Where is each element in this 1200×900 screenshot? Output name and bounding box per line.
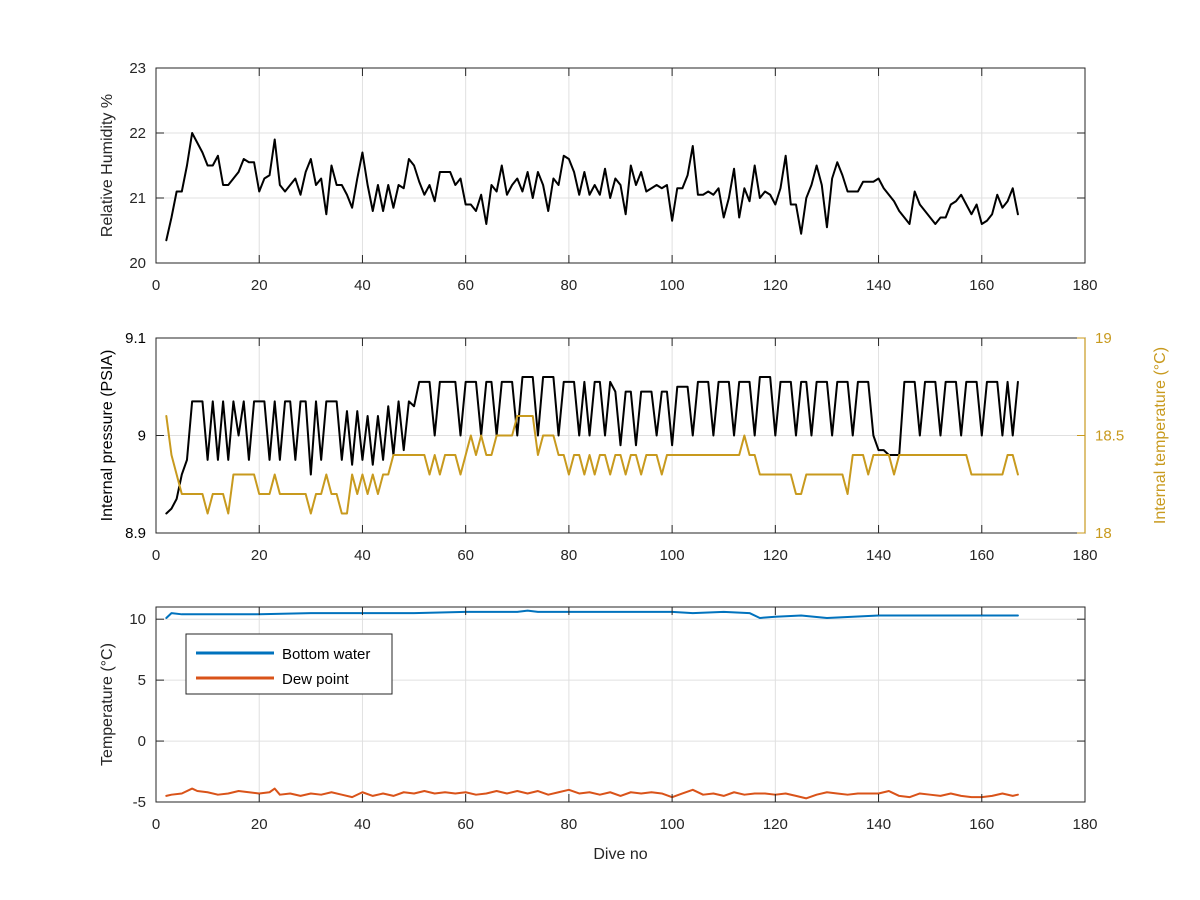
- x-tick-label: 80: [561, 277, 578, 294]
- x-tick-label: 0: [152, 277, 160, 294]
- x-tick-label: 140: [866, 816, 891, 833]
- x-tick-label: 140: [866, 547, 891, 564]
- y-tick-label: 20: [129, 255, 146, 272]
- x-tick-label: 100: [660, 277, 685, 294]
- legend: Bottom water Dew point: [185, 633, 393, 695]
- x-tick-label: 0: [152, 816, 160, 833]
- legend-label: Bottom water: [282, 646, 370, 663]
- x-tick-label: 160: [969, 547, 994, 564]
- y-tick-label: 21: [129, 190, 146, 207]
- x-tick-label: 20: [251, 277, 268, 294]
- x-tick-label: 80: [561, 547, 578, 564]
- y2-tick-label: 19: [1095, 330, 1112, 347]
- chart-panel-1: 0 20 40 60 80 100 120 140 160 180 20 21 22 23 Relative…: [99, 60, 1098, 294]
- y2-tick-label: 18: [1095, 525, 1112, 542]
- series-line-1: [165, 376, 1019, 515]
- axes-box: [155, 606, 1086, 803]
- x-tick-label: 40: [354, 816, 371, 833]
- y-axis-label: Temperature (°C): [99, 643, 116, 766]
- x-tick-label: 60: [457, 816, 474, 833]
- y-tick-label: -5: [133, 794, 146, 811]
- y-axis-label: Internal pressure (PSIA): [99, 350, 116, 522]
- chart-panel-3: 0 20 40 60 80 100 120 140 160 180 -5 0 5 10 Temperatur…: [99, 606, 1098, 863]
- x-tick-label: 180: [1072, 547, 1097, 564]
- x-tick-label: 120: [763, 547, 788, 564]
- y-tick-label: 23: [129, 60, 146, 77]
- plot-area: [156, 68, 1085, 263]
- series-line-1: [165, 132, 1019, 242]
- x-tick-label: 120: [763, 816, 788, 833]
- y-tick-label: 5: [138, 672, 146, 689]
- x-tick-label: 180: [1072, 277, 1097, 294]
- x-tick-label: 40: [354, 547, 371, 564]
- y2-tick-label: 18.5: [1095, 428, 1124, 445]
- y-tick-label: 9.1: [125, 330, 146, 347]
- x-tick-label: 40: [354, 277, 371, 294]
- y-tick-label: 0: [138, 733, 146, 750]
- x-tick-label: 20: [251, 547, 268, 564]
- x-tick-label: 80: [561, 816, 578, 833]
- y-axis-label: Relative Humidity %: [99, 94, 116, 237]
- y-tick-label: 8.9: [125, 525, 146, 542]
- x-tick-label: 60: [457, 277, 474, 294]
- x-tick-label: 120: [763, 277, 788, 294]
- x-tick-label: 100: [660, 547, 685, 564]
- y-tick-label: 22: [129, 125, 146, 142]
- x-tick-label: 160: [969, 277, 994, 294]
- x-tick-label: 60: [457, 547, 474, 564]
- legend-label: Dew point: [282, 671, 350, 688]
- x-tick-label: 180: [1072, 816, 1097, 833]
- x-tick-label: 20: [251, 816, 268, 833]
- y-tick-label: 9: [138, 428, 146, 445]
- plots-container: 0 20 40 60 80 100 120 140 160 18020212223Relative…: [99, 60, 1169, 863]
- series-line-2: [165, 415, 1019, 515]
- series-line-1: [165, 609, 1019, 619]
- y2-axis-label: Internal temperature (°C): [1152, 347, 1169, 524]
- y-tick-label: 10: [129, 611, 146, 628]
- x-tick-label: 100: [660, 816, 685, 833]
- x-axis-label: Dive no: [593, 846, 647, 863]
- x-tick-label: 160: [969, 816, 994, 833]
- axes-box: [155, 67, 1086, 264]
- x-tick-label: 140: [866, 277, 891, 294]
- series-line-2: [165, 787, 1019, 800]
- legend-box: [185, 633, 393, 695]
- chart-panel-2: 0 20 40 60 80 100 120 140 160 180 8.9 9 9.1 18 18.5 19 I…: [99, 330, 1169, 564]
- x-tick-label: 0: [152, 547, 160, 564]
